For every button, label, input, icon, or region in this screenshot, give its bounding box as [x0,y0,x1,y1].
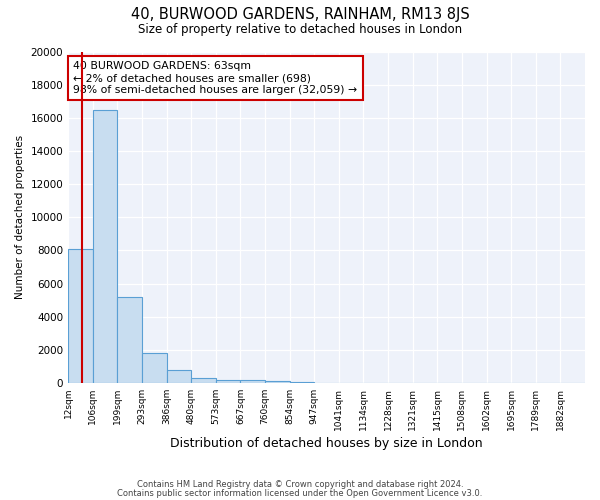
Bar [290,382,314,383]
Bar [142,353,167,383]
Bar [167,370,191,383]
Bar [265,381,290,383]
X-axis label: Distribution of detached houses by size in London: Distribution of detached houses by size … [170,437,483,450]
Bar [118,297,142,383]
Bar [216,380,241,383]
Bar [191,378,216,383]
Bar [241,380,265,383]
Text: Contains HM Land Registry data © Crown copyright and database right 2024.: Contains HM Land Registry data © Crown c… [137,480,463,489]
Text: 40, BURWOOD GARDENS, RAINHAM, RM13 8JS: 40, BURWOOD GARDENS, RAINHAM, RM13 8JS [131,8,469,22]
Bar [68,249,93,383]
Text: Contains public sector information licensed under the Open Government Licence v3: Contains public sector information licen… [118,488,482,498]
Text: Size of property relative to detached houses in London: Size of property relative to detached ho… [138,22,462,36]
Y-axis label: Number of detached properties: Number of detached properties [15,135,25,300]
Text: 40 BURWOOD GARDENS: 63sqm
← 2% of detached houses are smaller (698)
98% of semi-: 40 BURWOOD GARDENS: 63sqm ← 2% of detach… [73,62,358,94]
Bar [93,110,118,383]
